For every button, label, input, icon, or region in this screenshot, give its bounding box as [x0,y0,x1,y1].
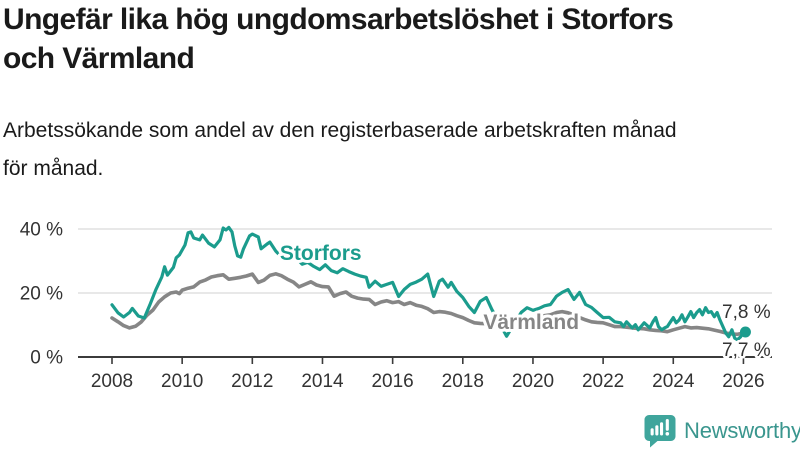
y-axis-label: 20 % [20,284,63,305]
end-dot-storfors [739,326,751,338]
x-axis-label: 2008 [91,371,133,392]
x-axis-label: 2020 [512,371,554,392]
x-axis-label: 2022 [582,371,624,392]
series-line-värmland [110,271,746,337]
bar-chart-bar-small [650,428,654,436]
chart-subtitle: Arbetssökande som andel av den registerb… [3,112,677,188]
bar-chart-bar-tall [660,422,664,436]
y-axis-label: 40 % [20,220,63,241]
bar-chart-bar-medium [655,425,659,436]
x-axis-label: 2012 [231,371,273,392]
exclamation-mark-dot [665,432,670,436]
x-axis-label: 2010 [161,371,203,392]
x-axis-label: 2026 [722,371,764,392]
title-line-2: och Värmland [3,42,195,75]
x-axis-label: 2018 [442,371,484,392]
end-value-label-storfors: 7,8 % [722,302,771,323]
y-axis-label: 0 % [30,348,63,369]
title-line-1: Ungefär lika hög ungdomsarbetslöshet i S… [3,3,674,36]
end-value-label-värmland: 7,7 % [722,340,771,361]
x-axis-label: 2024 [652,371,695,392]
x-axis-label: 2014 [301,371,344,392]
newsworthy-logo-icon [644,415,676,448]
series-line-storfors [110,225,746,342]
series-label-värmland: Värmland [483,311,579,334]
x-axis-label: 2016 [371,371,413,392]
series-label-storfors: Storfors [280,242,362,265]
newsworthy-logo-text: Newsworthy [684,418,800,443]
subtitle-line-1: Arbetssökande som andel av den registerb… [3,119,677,142]
newsworthy-logo: Newsworthy [644,414,800,448]
subtitle-line-2: för månad. [3,157,104,180]
page-title: Ungefär lika hög ungdomsarbetslöshet i S… [3,0,674,78]
